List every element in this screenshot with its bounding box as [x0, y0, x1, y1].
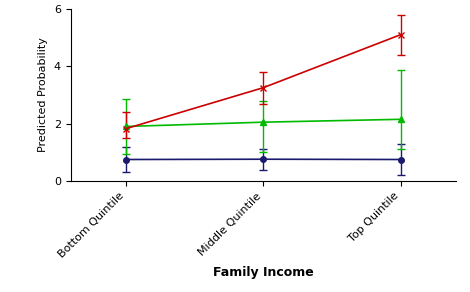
- X-axis label: Family Income: Family Income: [213, 265, 313, 279]
- Y-axis label: Predicted Probability: Predicted Probability: [38, 37, 48, 152]
